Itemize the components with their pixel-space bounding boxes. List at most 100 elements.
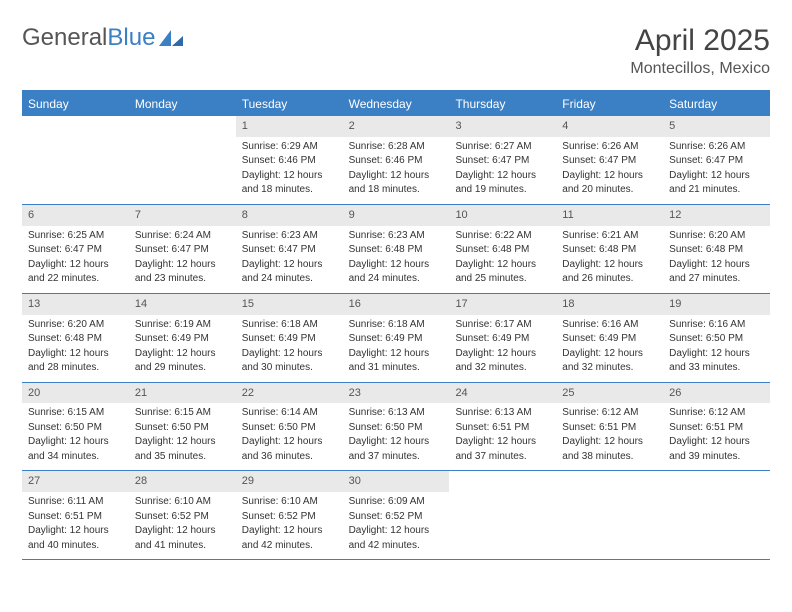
day-daylight_b: and 29 minutes. — [135, 361, 230, 375]
day-text: Sunrise: 6:17 AMSunset: 6:49 PMDaylight:… — [449, 318, 556, 375]
day-sunrise: Sunrise: 6:24 AM — [135, 229, 230, 243]
day-cell: 10Sunrise: 6:22 AMSunset: 6:48 PMDayligh… — [449, 205, 556, 293]
day-text: Sunrise: 6:10 AMSunset: 6:52 PMDaylight:… — [129, 495, 236, 552]
day-sunset: Sunset: 6:50 PM — [135, 421, 230, 435]
day-daylight_b: and 21 minutes. — [669, 183, 764, 197]
logo-part1: General — [22, 24, 107, 51]
week-row: ..1Sunrise: 6:29 AMSunset: 6:46 PMDaylig… — [22, 116, 770, 205]
day-sunset: Sunset: 6:51 PM — [669, 421, 764, 435]
day-sunrise: Sunrise: 6:22 AM — [455, 229, 550, 243]
day-sunset: Sunset: 6:52 PM — [135, 510, 230, 524]
day-sunset: Sunset: 6:48 PM — [28, 332, 123, 346]
day-daylight_b: and 19 minutes. — [455, 183, 550, 197]
day-daylight_a: Daylight: 12 hours — [242, 169, 337, 183]
week-row: 27Sunrise: 6:11 AMSunset: 6:51 PMDayligh… — [22, 471, 770, 560]
day-number: 11 — [556, 205, 663, 226]
day-sunrise: Sunrise: 6:15 AM — [135, 406, 230, 420]
day-daylight_b: and 36 minutes. — [242, 450, 337, 464]
logo-sail-icon — [157, 28, 185, 48]
day-daylight_a: Daylight: 12 hours — [455, 435, 550, 449]
day-number: 28 — [129, 471, 236, 492]
day-cell: 6Sunrise: 6:25 AMSunset: 6:47 PMDaylight… — [22, 205, 129, 293]
day-cell: 28 Sunrise: 6:10 AMSunset: 6:52 PMDayligh… — [129, 471, 236, 559]
day-text: Sunrise: 6:13 AMSunset: 6:50 PMDaylight:… — [343, 406, 450, 463]
day-cell: 21Sunrise: 6:15 AMSunset: 6:50 PMDayligh… — [129, 383, 236, 471]
day-cell: 4Sunrise: 6:26 AMSunset: 6:47 PMDaylight… — [556, 116, 663, 204]
day-daylight_b: and 30 minutes. — [242, 361, 337, 375]
day-text: Sunrise: 6:11 AMSunset: 6:51 PMDaylight:… — [22, 495, 129, 552]
day-number: 24 — [449, 383, 556, 404]
day-sunset: Sunset: 6:52 PM — [242, 510, 337, 524]
day-text: Sunrise: 6:27 AMSunset: 6:47 PMDaylight:… — [449, 140, 556, 197]
day-text: Sunrise: 6:18 AMSunset: 6:49 PMDaylight:… — [343, 318, 450, 375]
day-cell: 30Sunrise: 6:09 AMSunset: 6:52 PMDayligh… — [343, 471, 450, 559]
day-cell: 14Sunrise: 6:19 AMSunset: 6:49 PMDayligh… — [129, 294, 236, 382]
day-sunset: Sunset: 6:49 PM — [242, 332, 337, 346]
day-sunset: Sunset: 6:47 PM — [242, 243, 337, 257]
day-sunrise: Sunrise: 6:13 AM — [455, 406, 550, 420]
day-daylight_a: Daylight: 12 hours — [349, 435, 444, 449]
day-cell: 1Sunrise: 6:29 AMSunset: 6:46 PMDaylight… — [236, 116, 343, 204]
day-daylight_a: Daylight: 12 hours — [349, 258, 444, 272]
day-sunset: Sunset: 6:49 PM — [135, 332, 230, 346]
day-sunrise: Sunrise: 6:15 AM — [28, 406, 123, 420]
day-sunrise: Sunrise: 6:12 AM — [669, 406, 764, 420]
day-sunrise: Sunrise: 6:29 AM — [242, 140, 337, 154]
day-number: 22 — [236, 383, 343, 404]
day-sunset: Sunset: 6:52 PM — [349, 510, 444, 524]
day-sunrise: Sunrise: 6:21 AM — [562, 229, 657, 243]
day-text: Sunrise: 6:18 AMSunset: 6:49 PMDaylight:… — [236, 318, 343, 375]
day-sunset: Sunset: 6:47 PM — [135, 243, 230, 257]
day-text: Sunrise: 6:22 AMSunset: 6:48 PMDaylight:… — [449, 229, 556, 286]
day-daylight_b: and 28 minutes. — [28, 361, 123, 375]
day-sunset: Sunset: 6:50 PM — [242, 421, 337, 435]
day-sunrise: Sunrise: 6:20 AM — [28, 318, 123, 332]
day-daylight_b: and 20 minutes. — [562, 183, 657, 197]
week-row: 6Sunrise: 6:25 AMSunset: 6:47 PMDaylight… — [22, 205, 770, 294]
dow-cell: Thursday — [449, 92, 556, 116]
day-text: Sunrise: 6:10 AMSunset: 6:52 PMDaylight:… — [236, 495, 343, 552]
day-daylight_b: and 31 minutes. — [349, 361, 444, 375]
day-daylight_b: and 18 minutes. — [242, 183, 337, 197]
day-daylight_b: and 39 minutes. — [669, 450, 764, 464]
day-daylight_b: and 23 minutes. — [135, 272, 230, 286]
day-text: Sunrise: 6:09 AMSunset: 6:52 PMDaylight:… — [343, 495, 450, 552]
dow-cell: Monday — [129, 92, 236, 116]
day-cell: 19Sunrise: 6:16 AMSunset: 6:50 PMDayligh… — [663, 294, 770, 382]
day-daylight_a: Daylight: 12 hours — [135, 258, 230, 272]
day-daylight_b: and 32 minutes. — [562, 361, 657, 375]
day-daylight_b: and 35 minutes. — [135, 450, 230, 464]
day-daylight_a: Daylight: 12 hours — [28, 258, 123, 272]
day-sunset: Sunset: 6:51 PM — [455, 421, 550, 435]
day-text: Sunrise: 6:23 AMSunset: 6:48 PMDaylight:… — [343, 229, 450, 286]
day-sunset: Sunset: 6:49 PM — [562, 332, 657, 346]
day-cell: 17Sunrise: 6:17 AMSunset: 6:49 PMDayligh… — [449, 294, 556, 382]
day-text: Sunrise: 6:20 AMSunset: 6:48 PMDaylight:… — [22, 318, 129, 375]
day-daylight_a: Daylight: 12 hours — [242, 347, 337, 361]
day-sunrise: Sunrise: 6:20 AM — [669, 229, 764, 243]
day-cell: 2Sunrise: 6:28 AMSunset: 6:46 PMDaylight… — [343, 116, 450, 204]
day-cell: 29 Sunrise: 6:10 AMSunset: 6:52 PMDayligh… — [236, 471, 343, 559]
day-number: 29 — [236, 471, 343, 492]
day-daylight_b: and 37 minutes. — [455, 450, 550, 464]
day-daylight_a: Daylight: 12 hours — [242, 435, 337, 449]
day-daylight_a: Daylight: 12 hours — [455, 347, 550, 361]
week-row: 13Sunrise: 6:20 AMSunset: 6:48 PMDayligh… — [22, 294, 770, 383]
weeks-container: ..1Sunrise: 6:29 AMSunset: 6:46 PMDaylig… — [22, 116, 770, 560]
day-cell: 3Sunrise: 6:27 AMSunset: 6:47 PMDaylight… — [449, 116, 556, 204]
day-cell: . — [22, 116, 129, 204]
day-daylight_b: and 27 minutes. — [669, 272, 764, 286]
day-sunrise: Sunrise: 6:17 AM — [455, 318, 550, 332]
day-text: Sunrise: 6:28 AMSunset: 6:46 PMDaylight:… — [343, 140, 450, 197]
day-sunrise: Sunrise: 6:14 AM — [242, 406, 337, 420]
day-daylight_b: and 37 minutes. — [349, 450, 444, 464]
dow-cell: Sunday — [22, 92, 129, 116]
day-daylight_b: and 18 minutes. — [349, 183, 444, 197]
month-title: April 2025 — [630, 24, 770, 58]
day-number: 7 — [129, 205, 236, 226]
day-sunrise: Sunrise: 6:11 AM — [28, 495, 123, 509]
day-cell: 20Sunrise: 6:15 AMSunset: 6:50 PMDayligh… — [22, 383, 129, 471]
dow-cell: Saturday — [663, 92, 770, 116]
day-daylight_a: Daylight: 12 hours — [669, 258, 764, 272]
day-number: 21 — [129, 383, 236, 404]
